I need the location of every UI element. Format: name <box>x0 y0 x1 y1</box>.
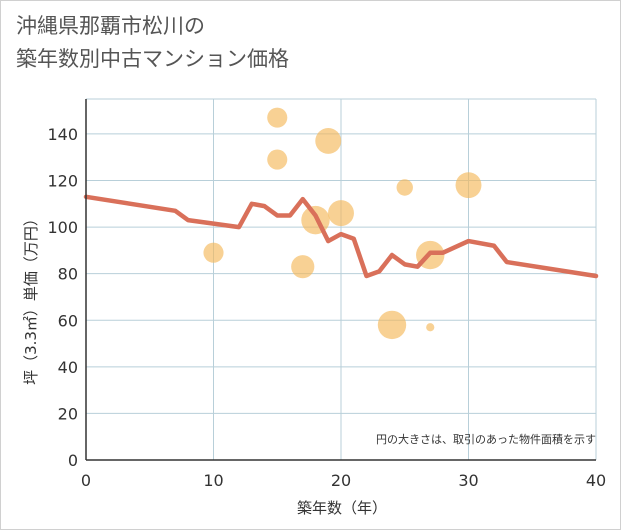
y-axis-label: 坪（3.3㎡）単価（万円） <box>22 211 40 385</box>
data-bubble <box>396 179 413 196</box>
x-tick-label: 0 <box>81 471 91 490</box>
y-tick-label: 20 <box>58 404 78 423</box>
data-bubble <box>315 127 342 154</box>
y-tick-label: 80 <box>58 265 78 284</box>
data-bubble <box>426 323 435 332</box>
chart-title-line2: 築年数別中古マンション価格 <box>16 47 289 71</box>
y-tick-label: 40 <box>58 358 78 377</box>
data-bubble <box>267 149 288 170</box>
x-tick-label: 20 <box>331 471 351 490</box>
x-axis-label: 築年数（年） <box>297 499 387 517</box>
chart-title: 沖縄県那覇市松川の 築年数別中古マンション価格 <box>16 10 289 76</box>
y-tick-label: 120 <box>47 172 78 191</box>
data-bubble <box>328 200 354 227</box>
data-bubble <box>203 242 224 263</box>
y-tick-label: 0 <box>68 451 78 470</box>
x-tick-label: 40 <box>586 471 606 490</box>
data-bubble <box>455 172 482 199</box>
bubble-size-note: 円の大きさは、取引のあった物件面積を示す <box>376 432 596 446</box>
y-tick-label: 60 <box>58 311 78 330</box>
data-bubble <box>377 310 407 340</box>
data-bubble <box>291 255 315 279</box>
trend-line <box>83 194 599 279</box>
x-tick-label: 10 <box>203 471 223 490</box>
chart-title-line1: 沖縄県那覇市松川の <box>16 14 205 38</box>
x-tick-label: 30 <box>458 471 478 490</box>
data-bubble <box>267 107 288 128</box>
y-tick-label: 100 <box>47 218 78 237</box>
y-tick-label: 140 <box>47 125 78 144</box>
